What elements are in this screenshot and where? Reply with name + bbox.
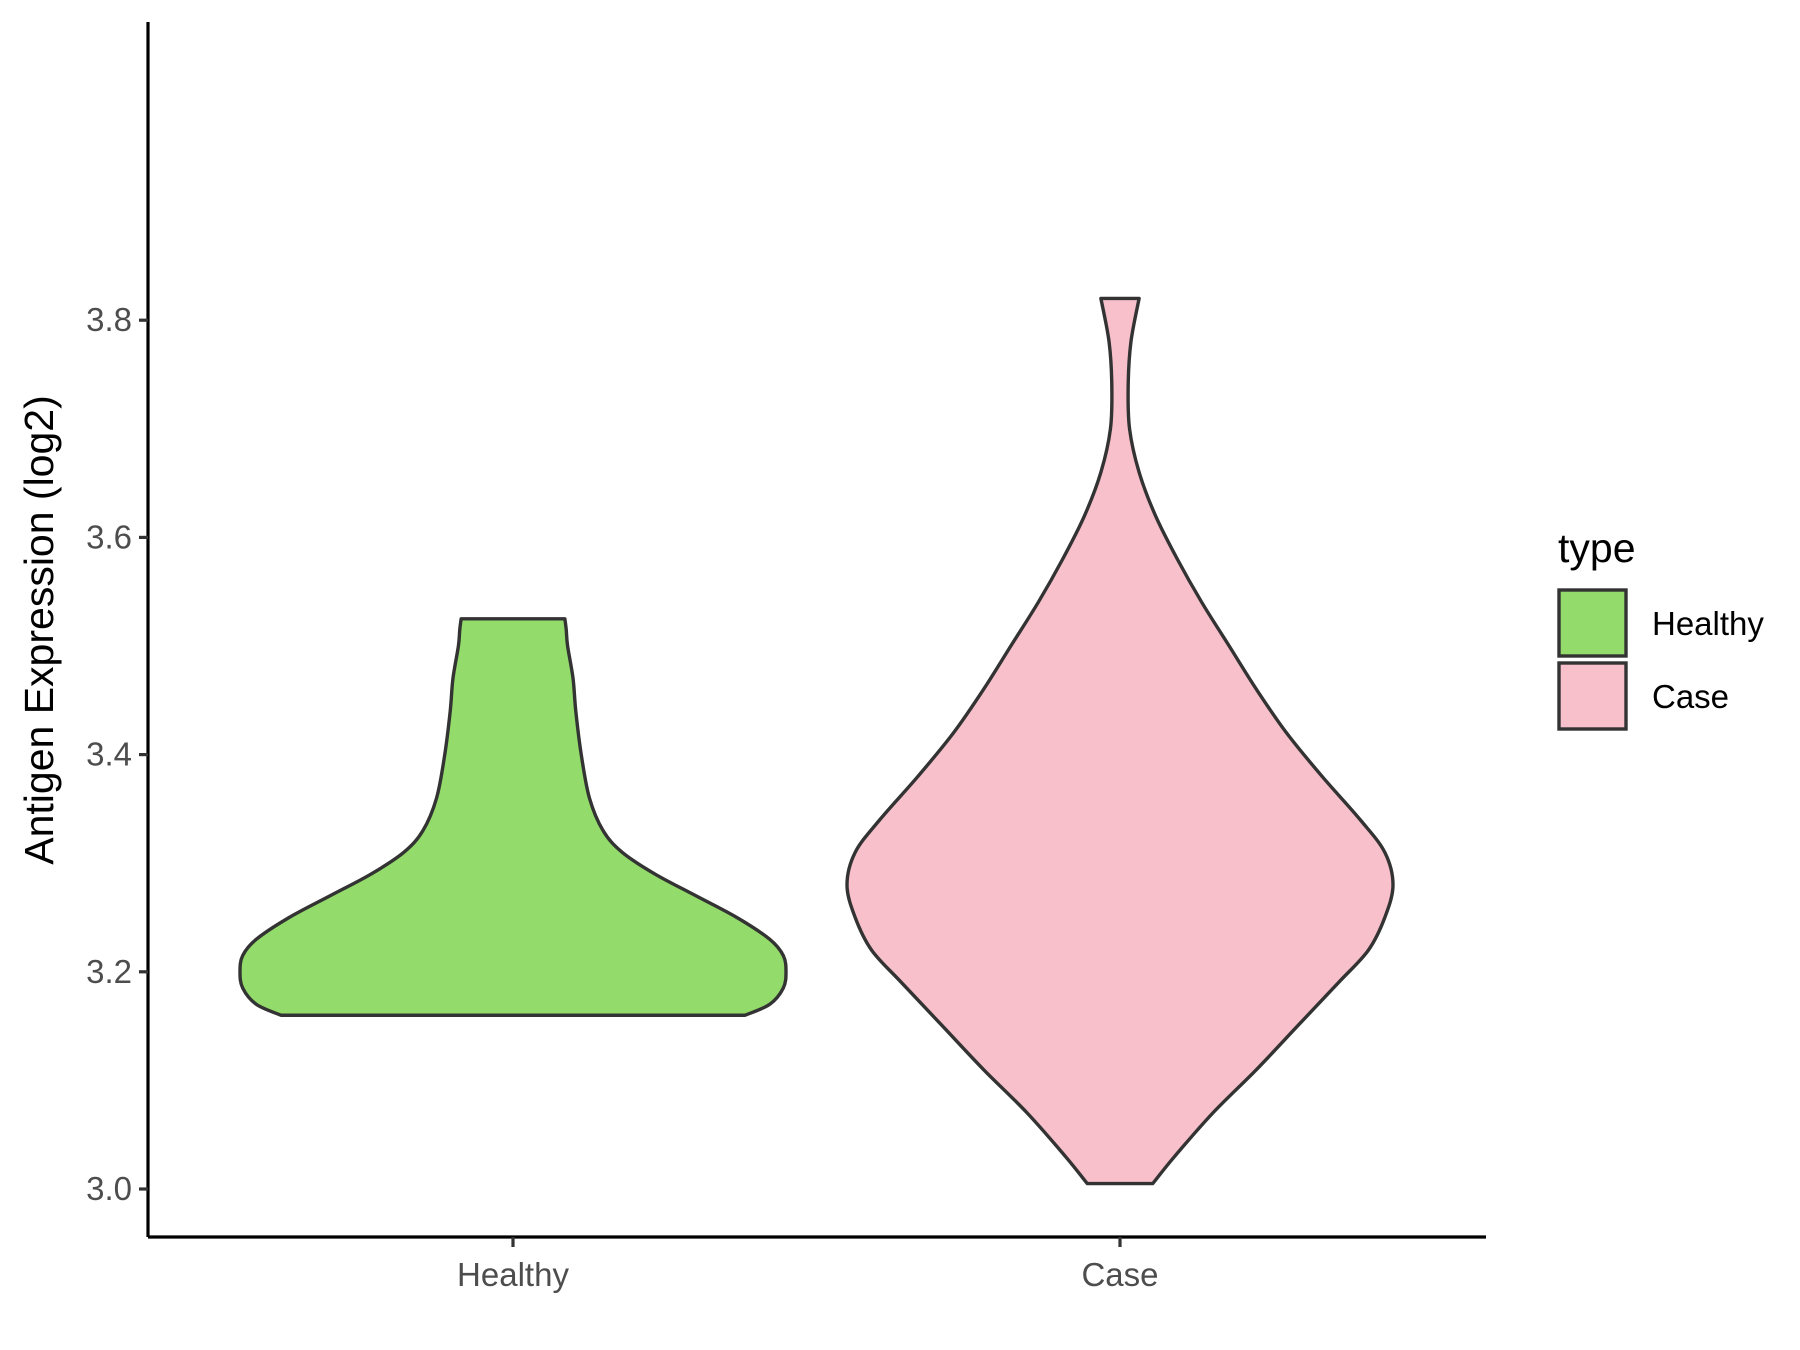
legend-entries: Healthy Case	[1557, 588, 1764, 731]
x-tick-label-healthy: Healthy	[457, 1256, 569, 1293]
violin-case	[845, 296, 1395, 1186]
legend-swatch-healthy	[1557, 588, 1628, 658]
y-tick-label: 3.4	[86, 736, 132, 773]
legend-label-healthy: Healthy	[1652, 605, 1764, 642]
y-tick-label: 3.6	[86, 518, 132, 555]
y-tick-label: 3.0	[86, 1170, 132, 1207]
legend-title: type	[1558, 525, 1636, 571]
y-ticks: 3.0 3.2 3.4 3.6 3.8	[86, 301, 148, 1207]
violins-layer	[238, 296, 1395, 1186]
violin-healthy	[238, 617, 788, 1017]
y-tick-label: 3.8	[86, 301, 132, 338]
x-ticks: Healthy Case	[457, 1237, 1159, 1293]
legend-label-case: Case	[1652, 678, 1729, 715]
axes-layer: 3.0 3.2 3.4 3.6 3.8 Healthy Case	[86, 22, 1486, 1293]
y-tick-label: 3.2	[86, 953, 132, 990]
legend: type Healthy Case	[1557, 525, 1764, 731]
legend-swatch-case	[1557, 661, 1628, 731]
x-tick-label-case: Case	[1081, 1256, 1158, 1293]
y-axis-title: Antigen Expression (log2)	[16, 395, 62, 864]
